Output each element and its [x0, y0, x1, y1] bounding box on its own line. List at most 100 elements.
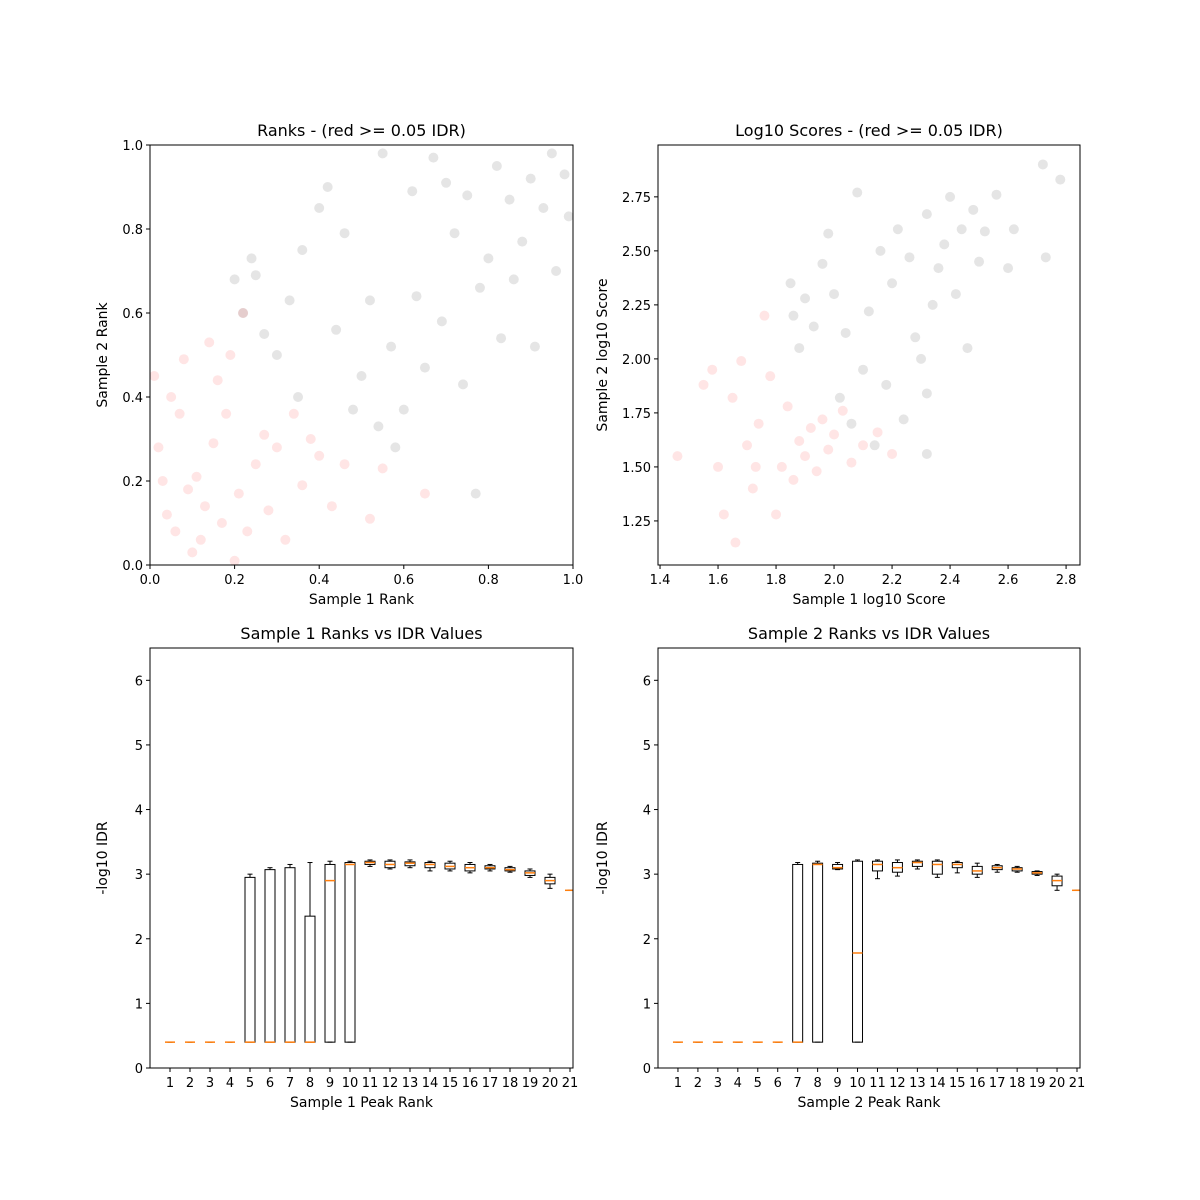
point — [794, 435, 805, 446]
point — [183, 484, 194, 495]
x-tick-label: 7 — [286, 1076, 294, 1091]
point — [753, 418, 764, 429]
point — [271, 350, 282, 360]
point — [846, 418, 857, 429]
point — [765, 371, 776, 382]
x-tick-label: 21 — [1069, 1076, 1086, 1091]
point — [551, 266, 562, 276]
point — [707, 364, 718, 375]
point — [199, 501, 210, 512]
point — [538, 203, 549, 213]
point — [898, 414, 909, 425]
y-tick-label: 0.6 — [122, 307, 143, 322]
x-tick-label: 18 — [502, 1076, 519, 1091]
point — [314, 203, 325, 213]
y-tick-label: 1 — [135, 997, 143, 1012]
point — [208, 438, 219, 449]
box — [344, 862, 356, 1043]
point — [390, 442, 401, 453]
point — [491, 161, 502, 171]
y-tick-label: 2 — [643, 933, 651, 948]
box — [792, 863, 804, 1043]
point — [881, 379, 892, 390]
y-axis-label: Sample 2 log10 Score — [595, 278, 611, 431]
point — [174, 408, 185, 419]
point — [956, 224, 967, 235]
x-tick-label: 5 — [754, 1076, 762, 1091]
point — [280, 534, 291, 545]
x-tick-label: 8 — [813, 1076, 821, 1091]
point — [546, 148, 557, 159]
axes-title: Sample 2 Ranks vs IDR Values — [748, 624, 990, 643]
point — [840, 327, 851, 338]
point — [398, 404, 409, 415]
x-tick-label: 1.4 — [650, 573, 671, 588]
point — [297, 480, 308, 491]
point — [788, 310, 799, 321]
point — [730, 537, 741, 548]
point — [178, 354, 189, 365]
box — [911, 860, 923, 867]
box — [852, 860, 864, 1043]
point — [829, 429, 840, 440]
point — [195, 534, 206, 545]
point — [250, 459, 261, 470]
y-tick-label: 1.75 — [622, 407, 651, 422]
point — [817, 414, 828, 425]
axes: 1.4 1.6 1.8 2.0 2.2 2.4 2.6 2.8 1.25 1.50 1.75 2.00… — [595, 121, 1081, 608]
x-tick-label: 9 — [326, 1076, 334, 1091]
y-axis-label: Sample 2 Rank — [95, 301, 111, 407]
axes-frame — [657, 144, 1081, 566]
x-tick-label: 5 — [246, 1076, 254, 1091]
axes-frame — [149, 144, 574, 566]
point — [470, 488, 481, 499]
point — [419, 488, 430, 499]
axes-title: Log10 Scores - (red >= 0.05 IDR) — [735, 121, 1003, 140]
point — [794, 343, 805, 354]
point — [698, 379, 709, 390]
x-tick-label: 10 — [342, 1076, 359, 1091]
x-tick-label: 17 — [482, 1076, 499, 1091]
point — [161, 509, 172, 520]
box — [304, 915, 316, 1043]
point — [496, 333, 507, 344]
y-tick-label: 2.50 — [622, 245, 651, 260]
point — [834, 392, 845, 403]
point — [212, 375, 223, 386]
point — [246, 253, 257, 264]
point — [921, 388, 932, 399]
box — [324, 863, 336, 1043]
x-tick-label: 2.8 — [1056, 573, 1077, 588]
point — [225, 350, 236, 360]
point — [800, 451, 811, 462]
y-tick-label: 0 — [135, 1062, 143, 1077]
y-tick-label: 0.8 — [122, 223, 143, 238]
x-axis-label: Sample 2 Peak Rank — [798, 1095, 942, 1111]
x-tick-label: 14 — [422, 1076, 439, 1091]
x-tick-label: 2.2 — [882, 573, 903, 588]
point — [153, 442, 164, 453]
point — [974, 256, 985, 267]
box — [812, 862, 824, 1043]
x-tick-label: 0.0 — [140, 573, 161, 588]
point — [736, 356, 747, 367]
point — [288, 408, 299, 419]
x-tick-label: 0.2 — [224, 573, 245, 588]
point — [462, 190, 473, 201]
point — [411, 291, 422, 302]
point — [1040, 252, 1051, 263]
x-tick-label: 3 — [714, 1076, 722, 1091]
x-tick-label: 2.6 — [998, 573, 1019, 588]
y-tick-label: 0.0 — [122, 559, 143, 574]
point — [817, 258, 828, 269]
x-tick-label: 6 — [266, 1076, 274, 1091]
point — [204, 337, 215, 348]
point — [259, 429, 270, 440]
point — [293, 392, 304, 402]
point — [823, 444, 834, 455]
x-tick-label: 12 — [382, 1076, 399, 1091]
point — [872, 427, 883, 438]
y-tick-label: 2 — [135, 933, 143, 948]
point — [331, 324, 342, 335]
axes: 1 2 3 4 5 6 7 8 9 10 11 12 13 14 15 16 17 18 19 20 210123456… — [95, 624, 578, 1111]
